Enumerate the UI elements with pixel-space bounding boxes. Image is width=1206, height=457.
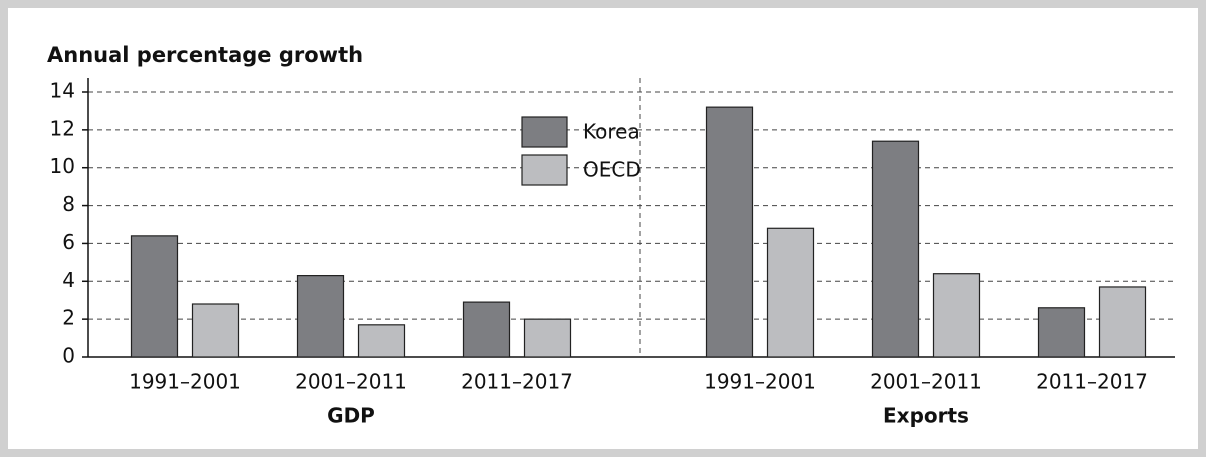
bar <box>296 275 345 358</box>
x-tick-label: 1991–2001 <box>704 370 816 394</box>
bar <box>705 106 754 358</box>
bar <box>357 324 406 358</box>
y-tick-label: 2 <box>62 306 75 330</box>
bar <box>130 235 179 358</box>
x-tick-label: 2001–2011 <box>295 370 407 394</box>
bar <box>766 227 815 358</box>
bar <box>1098 286 1147 358</box>
group-label: GDP <box>327 404 375 428</box>
y-tick-label: 8 <box>62 192 75 216</box>
group-label: Exports <box>883 404 969 428</box>
bar <box>1037 307 1086 358</box>
x-tick-label: 1991–2001 <box>129 370 241 394</box>
x-tick-label: 2011–2017 <box>461 370 573 394</box>
x-tick-label: 2001–2011 <box>870 370 982 394</box>
legend-label: OECD <box>583 158 641 182</box>
bar <box>523 318 572 358</box>
bar <box>932 273 981 358</box>
y-tick-label: 14 <box>50 79 75 103</box>
legend-swatch <box>521 116 568 148</box>
y-tick-label: 6 <box>62 230 75 254</box>
y-tick-label: 4 <box>62 268 75 292</box>
legend-label: Korea <box>583 120 640 144</box>
chart-title: Annual percentage growth <box>47 43 363 67</box>
y-tick-label: 12 <box>50 116 75 140</box>
y-tick-label: 10 <box>50 154 75 178</box>
y-tick-label: 0 <box>62 344 75 368</box>
legend-swatch <box>521 154 568 186</box>
bar <box>191 303 240 358</box>
bar <box>462 301 511 358</box>
bar <box>871 140 920 358</box>
x-tick-label: 2011–2017 <box>1036 370 1148 394</box>
